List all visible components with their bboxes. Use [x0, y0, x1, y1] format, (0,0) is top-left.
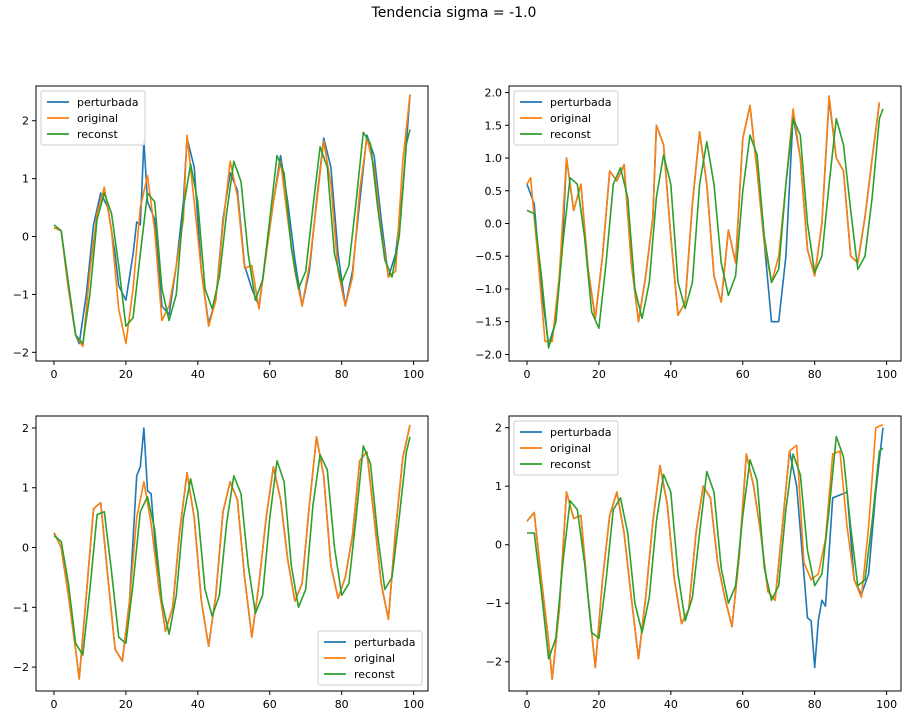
legend: perturbada original reconst — [513, 420, 619, 476]
series-line-reconst — [526, 108, 884, 349]
series-line-reconst — [527, 435, 884, 660]
series-line-reconst — [53, 129, 411, 345]
x-tick-label: 20 — [119, 698, 133, 711]
y-tick-label: −1.5 — [475, 316, 502, 329]
x-tick-label: 40 — [191, 368, 205, 381]
x-tick-label: 60 — [263, 698, 277, 711]
y-tick-label: 2 — [22, 115, 29, 128]
legend-label-original: original — [354, 652, 395, 665]
y-tick-label: −1 — [13, 601, 29, 614]
y-tick-label: 2 — [495, 422, 502, 435]
figure-title: Tendencia sigma = -1.0 — [371, 5, 537, 21]
y-tick-label: −2 — [13, 346, 29, 359]
legend-label-original: original — [77, 112, 118, 125]
legend: perturbada original reconst — [40, 90, 146, 146]
x-tick-label: 0 — [50, 698, 57, 711]
x-tick-label: 20 — [119, 368, 133, 381]
legend-label-perturbada: perturbada — [354, 636, 416, 649]
x-tick-label: 40 — [664, 368, 678, 381]
legend-label-perturbada: perturbada — [77, 96, 139, 109]
legend-label-reconst: reconst — [354, 668, 396, 681]
legend: perturbada original reconst — [513, 90, 619, 146]
series-line-original — [526, 95, 881, 343]
x-tick-label: 0 — [523, 368, 530, 381]
series-line-original — [53, 94, 411, 348]
y-tick-label: 2.0 — [485, 87, 503, 100]
legend-label-perturbada: perturbada — [550, 96, 612, 109]
legend-box — [317, 630, 423, 686]
legend-label-reconst: reconst — [77, 128, 119, 141]
x-tick-label: 60 — [736, 368, 750, 381]
x-tick-label: 20 — [592, 698, 606, 711]
y-tick-label: 1.5 — [485, 119, 503, 132]
y-tick-label: 0 — [495, 539, 502, 552]
y-tick-label: 1 — [22, 482, 29, 495]
x-tick-label: 100 — [403, 698, 424, 711]
x-tick-label: 80 — [808, 698, 822, 711]
legend-label-perturbada: perturbada — [550, 426, 612, 439]
y-tick-label: −0.5 — [475, 250, 502, 263]
y-tick-label: −2.0 — [475, 348, 502, 361]
series-line-reconst — [53, 436, 411, 656]
x-tick-label: 60 — [263, 368, 277, 381]
x-tick-label: 80 — [335, 368, 349, 381]
x-tick-label: 80 — [335, 698, 349, 711]
legend-label-original: original — [550, 112, 591, 125]
y-tick-label: −1.0 — [475, 283, 502, 296]
x-tick-label: 20 — [592, 368, 606, 381]
y-tick-label: 0 — [22, 542, 29, 555]
legend-label-reconst: reconst — [550, 128, 592, 141]
y-tick-label: 0.0 — [485, 218, 503, 231]
x-tick-label: 40 — [191, 698, 205, 711]
x-tick-label: 40 — [664, 698, 678, 711]
y-tick-label: 0.5 — [485, 185, 503, 198]
legend-box — [513, 90, 619, 146]
chart-panel-top-right: 0 20 40 60 80 100 −2.0 −1.5 −1.0 −0.5 0.0 0.5 1.0 1.5… — [475, 85, 902, 381]
x-tick-label: 100 — [876, 368, 897, 381]
y-tick-label: 1 — [22, 173, 29, 186]
legend: perturbada original reconst — [317, 630, 423, 686]
x-tick-label: 60 — [736, 698, 750, 711]
y-tick-label: −2 — [13, 661, 29, 674]
x-tick-label: 0 — [523, 698, 530, 711]
y-tick-label: −1 — [13, 288, 29, 301]
x-tick-label: 80 — [808, 368, 822, 381]
chart-panel-top-left: 0 20 40 60 80 100 −2 −1 0 1 2 perturbada original rec… — [13, 85, 429, 381]
x-tick-label: 100 — [876, 698, 897, 711]
series-line-original — [526, 424, 884, 681]
x-tick-label: 0 — [50, 368, 57, 381]
y-tick-label: 2 — [22, 422, 29, 435]
y-tick-label: 1 — [495, 480, 502, 493]
legend-label-reconst: reconst — [550, 458, 592, 471]
y-tick-label: 1.0 — [485, 152, 503, 165]
chart-panel-bottom-left: 0 20 40 60 80 100 −2 −1 0 1 2 perturbada original rec… — [13, 415, 429, 711]
y-tick-label: −2 — [486, 656, 502, 669]
legend-label-original: original — [550, 442, 591, 455]
legend-box — [513, 420, 619, 476]
series-line-original — [53, 424, 411, 680]
legend-box — [40, 90, 146, 146]
y-tick-label: −1 — [486, 597, 502, 610]
x-tick-label: 100 — [403, 368, 424, 381]
chart-panel-bottom-right: 0 20 40 60 80 100 −2 −1 0 1 2 perturbada original rec… — [486, 415, 902, 711]
y-tick-label: 0 — [22, 231, 29, 244]
